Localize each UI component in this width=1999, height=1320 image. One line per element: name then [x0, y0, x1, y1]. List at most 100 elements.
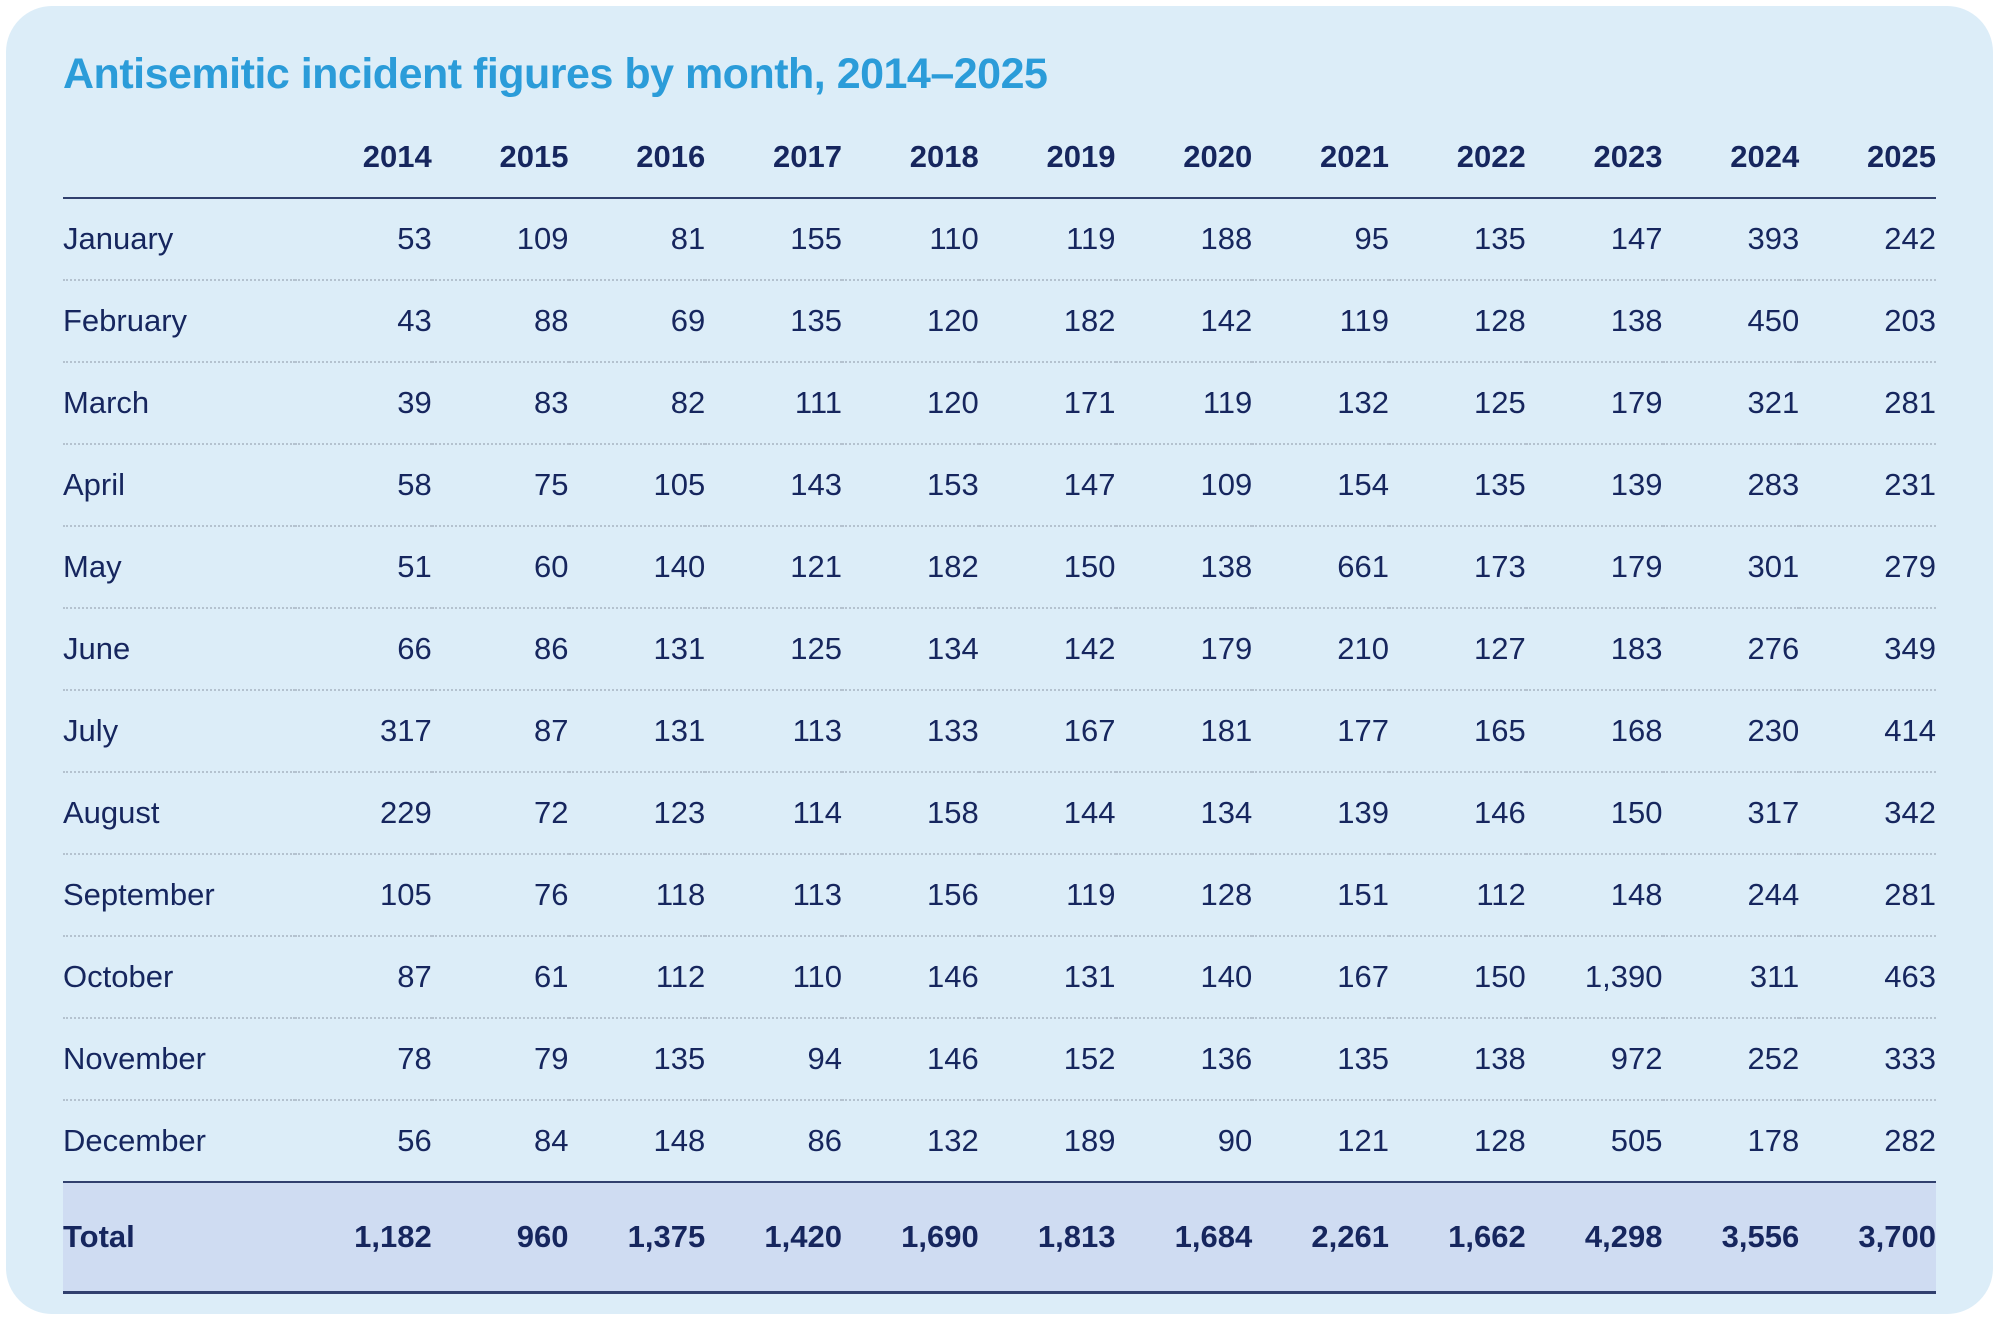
year-header-2024: 2024	[1662, 125, 1800, 199]
value-cell: 87	[431, 690, 569, 773]
value-cell: 279	[1799, 526, 1936, 609]
value-cell: 158	[842, 772, 979, 855]
value-cell: 87	[295, 936, 432, 1019]
value-cell: 244	[1662, 854, 1800, 937]
row-label: March	[63, 362, 295, 445]
total-row: Total 1,182 960 1,375 1,420 1,690 1,813 1,684 2,…	[63, 1181, 1936, 1294]
value-cell: 120	[842, 280, 979, 363]
value-cell: 156	[842, 854, 979, 937]
value-cell: 210	[1252, 608, 1389, 691]
row-label: May	[63, 526, 295, 609]
value-cell: 143	[705, 444, 842, 527]
value-cell: 147	[978, 444, 1116, 527]
value-cell: 179	[1115, 608, 1253, 691]
year-header-2018: 2018	[842, 125, 979, 199]
value-cell: 342	[1799, 772, 1936, 855]
row-label: July	[63, 690, 295, 773]
value-cell: 281	[1799, 854, 1936, 937]
value-cell: 171	[978, 362, 1116, 445]
value-cell: 144	[978, 772, 1116, 855]
row-label: August	[63, 772, 295, 855]
value-cell: 119	[978, 854, 1116, 937]
value-cell: 79	[431, 1018, 569, 1101]
total-value-cell: 3,700	[1799, 1181, 1936, 1294]
table-row: December 56 84 148 86 132 189 90 121 128 505 178 282	[63, 1100, 1936, 1182]
value-cell: 60	[431, 526, 569, 609]
value-cell: 165	[1389, 690, 1526, 773]
value-cell: 203	[1799, 280, 1936, 363]
year-header-2015: 2015	[431, 125, 569, 199]
value-cell: 150	[1389, 936, 1526, 1019]
page-title: Antisemitic incident figures by month, 2…	[63, 50, 1048, 98]
row-label: October	[63, 936, 295, 1019]
value-cell: 120	[842, 362, 979, 445]
value-cell: 281	[1799, 362, 1936, 445]
value-cell: 230	[1662, 690, 1800, 773]
value-cell: 333	[1799, 1018, 1936, 1101]
value-cell: 110	[842, 198, 979, 281]
value-cell: 109	[431, 198, 569, 281]
value-cell: 229	[295, 772, 432, 855]
table-row: November 78 79 135 94 146 152 136 135 138 972 252 33…	[63, 1018, 1936, 1101]
value-cell: 56	[397, 1123, 432, 1158]
value-cell: 119	[1252, 280, 1389, 363]
table-row: January 53 109 81 155 110 119 188 95 135 147 393 242	[63, 198, 1936, 281]
value-cell: 90	[1217, 1123, 1253, 1158]
value-cell: 463	[1799, 936, 1936, 1019]
table-row: September 105 76 118 113 156 119 128 151 112 148 24…	[63, 854, 1936, 937]
value-cell: 72	[431, 772, 569, 855]
value-cell: 167	[978, 690, 1116, 773]
table-footer: Total 1,182 960 1,375 1,420 1,690 1,813 1,684 2,…	[63, 1181, 1936, 1294]
value-cell: 66	[295, 608, 432, 691]
value-cell: 140	[1115, 936, 1253, 1019]
total-value-cell: 1,420	[705, 1181, 842, 1294]
value-cell: 231	[1799, 444, 1936, 527]
value-cell: 661	[1252, 526, 1389, 609]
value-cell: 135	[705, 280, 842, 363]
value-cell: 128	[1474, 1123, 1526, 1158]
total-value-cell: 1,662	[1389, 1181, 1526, 1294]
total-value-cell: 3,556	[1662, 1181, 1800, 1294]
value-cell: 111	[705, 362, 842, 445]
table-header: 2014 2015 2016 2017 2018 2019 2020 2021 2022 2023…	[63, 125, 1936, 199]
value-cell: 393	[1662, 198, 1800, 281]
value-cell: 151	[1252, 854, 1389, 937]
year-header-2023: 2023	[1525, 125, 1663, 199]
value-cell: 155	[705, 198, 842, 281]
value-cell: 183	[1525, 608, 1663, 691]
total-value-cell: 4,298	[1525, 1181, 1663, 1294]
value-cell: 152	[978, 1018, 1116, 1101]
total-value-cell: 1,813	[978, 1181, 1116, 1294]
value-cell: 125	[1389, 362, 1526, 445]
value-cell: 113	[705, 690, 842, 773]
value-cell: 69	[568, 280, 706, 363]
value-cell: 133	[842, 690, 979, 773]
value-cell: 119	[978, 198, 1116, 281]
header-row: 2014 2015 2016 2017 2018 2019 2020 2021 2022 2023…	[63, 125, 1936, 199]
value-cell: 150	[978, 526, 1116, 609]
value-cell: 283	[1662, 444, 1800, 527]
table-row: July 317 87 131 113 133 167 181 177 165 168 230 414	[63, 690, 1936, 773]
table-row: March 39 83 82 111 120 171 119 132 125 179 321 281	[63, 362, 1936, 445]
total-value-cell: 2,261	[1252, 1181, 1389, 1294]
value-cell: 153	[842, 444, 979, 527]
value-cell: 53	[295, 198, 432, 281]
value-cell: 276	[1662, 608, 1800, 691]
value-cell: 109	[1115, 444, 1253, 527]
value-cell: 168	[1525, 690, 1663, 773]
value-cell: 311	[1662, 936, 1800, 1019]
year-header-2014: 2014	[295, 125, 432, 199]
value-cell: 242	[1799, 198, 1936, 281]
value-cell: 112	[568, 936, 706, 1019]
row-label: February	[63, 280, 295, 363]
value-cell: 95	[1252, 198, 1389, 281]
year-header-2016: 2016	[568, 125, 706, 199]
value-cell: 321	[1662, 362, 1800, 445]
value-cell: 177	[1252, 690, 1389, 773]
table-row: October 87 61 112 110 146 131 140 167 150 1,390 311…	[63, 936, 1936, 1019]
total-value-cell: 1,690	[842, 1181, 979, 1294]
value-cell: 88	[431, 280, 569, 363]
value-cell: 147	[1525, 198, 1663, 281]
value-cell: 173	[1389, 526, 1526, 609]
year-header-2017: 2017	[705, 125, 842, 199]
